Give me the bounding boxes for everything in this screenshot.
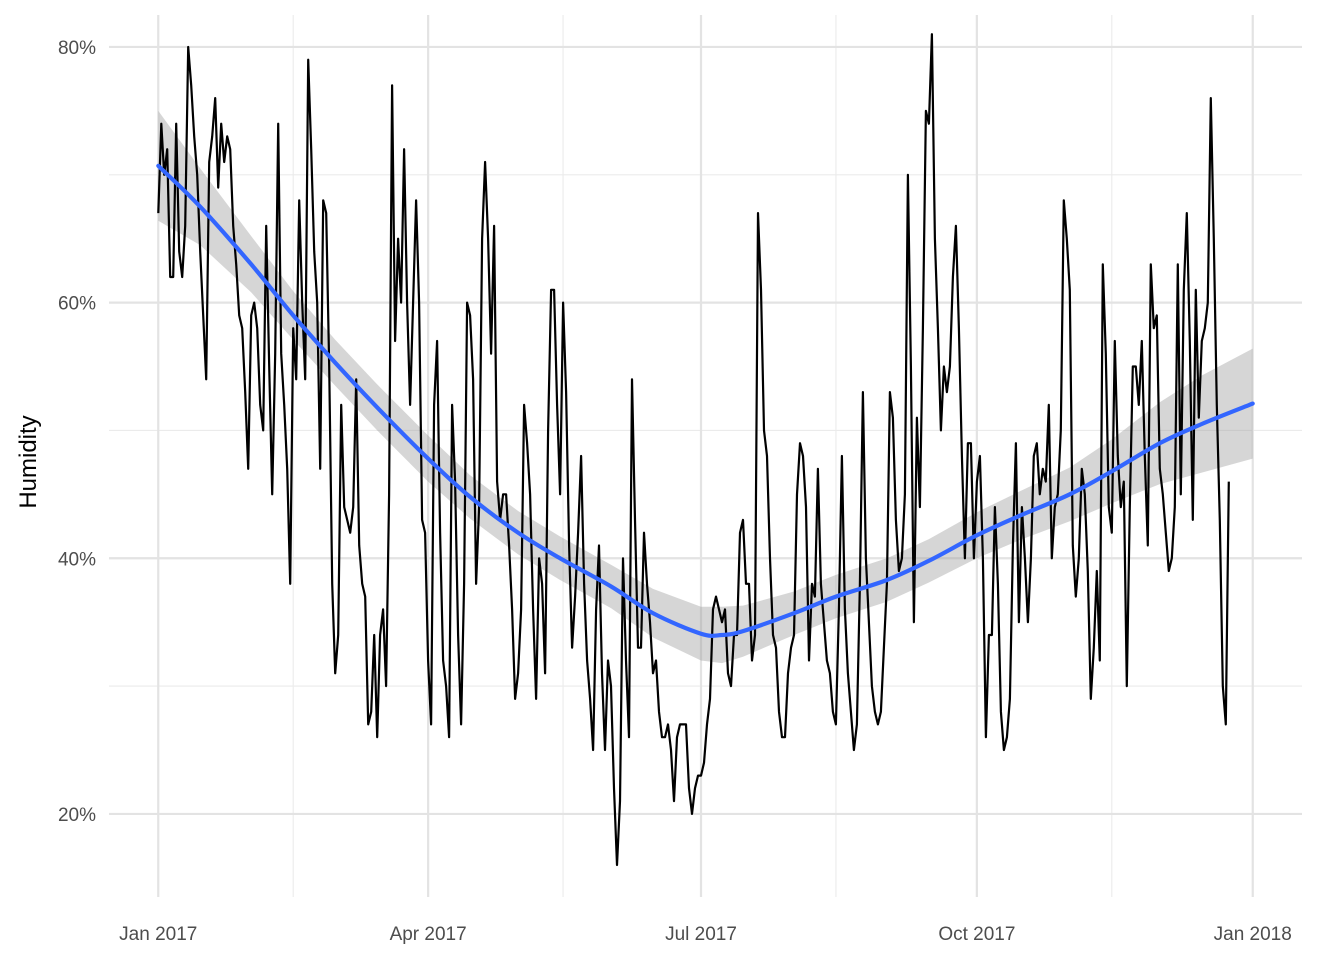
x-tick-label: Apr 2017 — [390, 924, 467, 945]
x-axis-tick-labels: Jan 2017 Apr 2017 Jul 2017 Oct 2017 Jan 2018 — [119, 924, 1292, 945]
x-tick-label: Jul 2017 — [665, 924, 737, 945]
y-tick-label: 60% — [58, 294, 96, 315]
smooth-trend-line — [156, 163, 1255, 638]
x-tick-label: Jan 2018 — [1214, 924, 1292, 945]
confidence-band — [158, 110, 1253, 664]
series-layer — [156, 33, 1255, 867]
x-tick-label: Oct 2017 — [938, 924, 1015, 945]
y-tick-label: 80% — [58, 38, 96, 59]
y-axis-label: Humidity — [15, 415, 42, 508]
y-tick-label: 40% — [58, 549, 96, 570]
y-tick-label: 20% — [58, 805, 96, 826]
y-axis-tick-labels: 20% 40% 60% 80% — [58, 38, 96, 826]
humidity-series-line — [157, 33, 1230, 867]
x-tick-label: Jan 2017 — [119, 924, 197, 945]
confidence-band-layer — [158, 110, 1253, 664]
